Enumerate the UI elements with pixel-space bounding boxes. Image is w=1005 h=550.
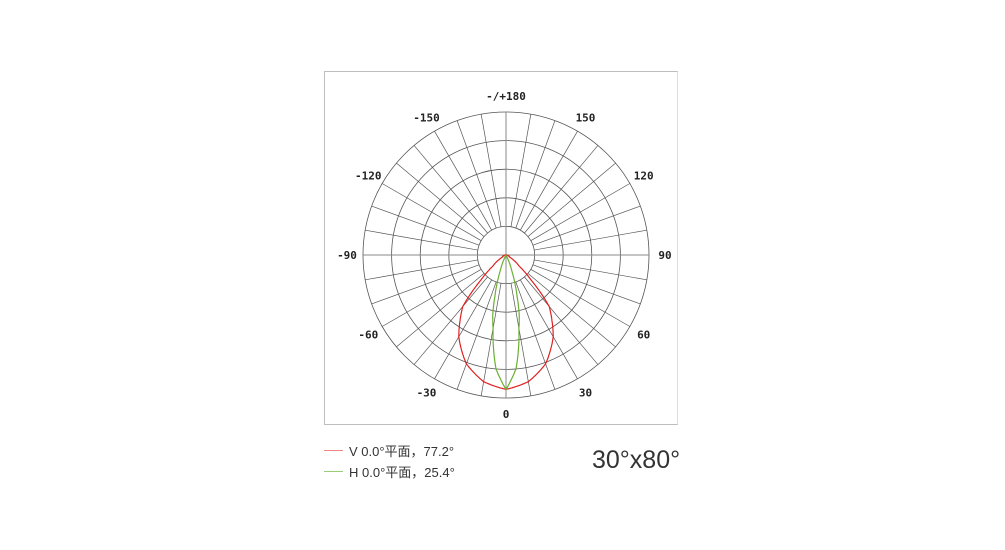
legend-label-v: V 0.0°平面，77.2° (349, 444, 455, 459)
grid-spoke (532, 205, 641, 246)
beam-angle-label: 30°x80° (592, 446, 681, 474)
angle-tick-label: 0 (503, 408, 510, 421)
angle-tick-label: -120 (355, 170, 382, 183)
grid-spoke (527, 273, 616, 348)
grid-spoke (519, 279, 578, 380)
angle-tick-label: 150 (576, 111, 596, 124)
angle-tick-label: -60 (358, 329, 378, 342)
grid-spoke (396, 273, 485, 348)
angle-tick-label: 120 (634, 170, 654, 183)
grid-spoke (371, 205, 480, 246)
grid-spoke (510, 114, 532, 227)
legend-swatch-h (324, 470, 343, 473)
grid-spoke (519, 130, 578, 231)
grid-spoke (480, 114, 502, 227)
grid-spoke (524, 145, 599, 234)
grid-spoke (530, 268, 631, 327)
grid-spoke (515, 120, 556, 229)
angle-tick-label: -90 (337, 249, 357, 262)
series-curve-h (492, 254, 520, 391)
polar-chart: 0 30 60 90 120 150 -/+180 -150 -120 -90 -60 -30 (337, 90, 672, 421)
grid-spoke (456, 281, 497, 390)
grid-spoke (480, 283, 502, 396)
grid-spoke (530, 183, 631, 242)
grid-spoke (413, 276, 488, 365)
polar-chart-frame: 0 30 60 90 120 150 -/+180 -150 -120 -90 -60 -30 (324, 71, 678, 425)
grid-spoke (381, 268, 482, 327)
angle-tick-label: -30 (417, 387, 437, 400)
grid-spoke (381, 183, 482, 242)
grid-spoke (371, 264, 480, 305)
legend-item-v: V 0.0°平面，77.2° (324, 441, 454, 460)
grid-spoke (524, 276, 599, 365)
grid-spoke (434, 279, 493, 380)
angle-tick-label: 30 (579, 387, 592, 400)
grid-spoke (396, 162, 485, 237)
grid-spoke (365, 259, 478, 281)
legend-swatch-v (324, 449, 343, 452)
angle-tick-label: 90 (658, 249, 671, 262)
grid-spoke (534, 259, 647, 281)
grid-spoke (527, 162, 616, 237)
angle-tick-label: -150 (413, 111, 440, 124)
angle-tick-label: -/+180 (486, 90, 526, 103)
grid-spoke (510, 283, 532, 396)
grid-spoke (434, 130, 493, 231)
grid-spoke (456, 120, 497, 229)
legend-label-h: H 0.0°平面，25.4° (349, 465, 455, 480)
grid-spoke (515, 281, 556, 390)
angle-tick-label: 60 (637, 329, 650, 342)
grid-spoke (413, 145, 488, 234)
grid-spoke (534, 229, 647, 251)
grid-spoke (365, 229, 478, 251)
grid-spoke (532, 264, 641, 305)
legend-item-h: H 0.0°平面，25.4° (324, 462, 455, 481)
